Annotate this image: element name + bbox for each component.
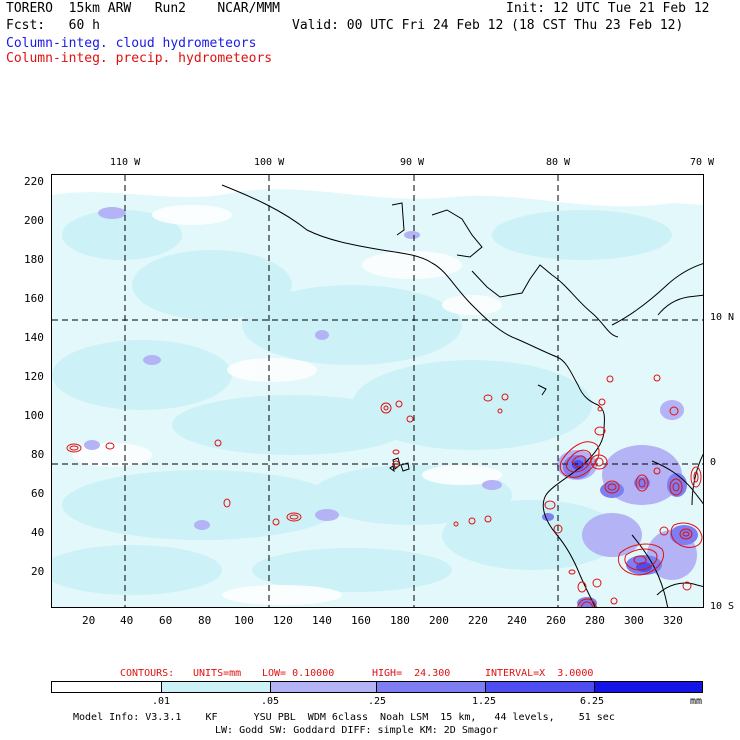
legend-precip: Column-integ. precip. hydrometeors [6,51,273,66]
contour-interval: INTERVAL=X 3.0000 [485,668,594,679]
x-tick-label: 300 [624,614,644,627]
x-tick-label: 200 [429,614,449,627]
lat-label: 0 [710,457,717,468]
lon-label: 100 W [254,157,285,168]
colorbar-bin [51,681,162,693]
colorbar-bin [594,681,703,693]
valid-time: Valid: 00 UTC Fri 24 Feb 12 (18 CST Thu … [292,18,684,33]
colorbar-bin [376,681,486,693]
x-tick-label: 60 [159,614,173,627]
colorbar-label: 1.25 [472,696,497,707]
lon-label: 90 W [400,157,425,168]
y-tick-label: 120 [24,370,44,383]
x-tick-label: 80 [198,614,212,627]
y-tick-label: 40 [31,526,45,539]
colorbar-label: .01 [152,696,171,707]
coastline [221,184,703,607]
x-tick-label: 280 [585,614,605,627]
x-tick-label: 320 [663,614,683,627]
colorbar-label: .25 [368,696,387,707]
contour-high: HIGH= 24.300 [372,668,451,679]
x-tick-label: 100 [234,614,254,627]
colorbar-bin [270,681,377,693]
colorbar-label: .05 [261,696,280,707]
x-tick-label: 180 [390,614,410,627]
y-tick-label: 160 [24,292,44,305]
legend-cloud: Column-integ. cloud hydrometeors [6,36,257,51]
x-tick-label: 240 [507,614,527,627]
contour-low: LOW= 0.10000 [262,668,335,679]
y-tick-label: 180 [24,253,44,266]
y-tick-label: 140 [24,331,44,344]
colorbar-label: 6.25 [580,696,605,707]
lon-label: 70 W [690,157,715,168]
y-tick-label: 80 [31,448,45,461]
y-tick-label: 60 [31,487,45,500]
y-tick-label: 20 [31,565,45,578]
y-tick-label: 200 [24,214,44,227]
x-tick-label: 220 [468,614,488,627]
island-group [389,457,410,473]
x-tick-label: 20 [82,614,96,627]
x-tick-label: 260 [546,614,566,627]
precip-contours [66,374,703,607]
model-info: Model Info: V3.3.1 KF YSU PBL WDM 6class… [73,712,615,723]
x-tick-label: 120 [273,614,293,627]
init-time: Init: 12 UTC Tue 21 Feb 12 [506,1,710,16]
lat-label: 10 S [710,601,735,612]
lon-label: 110 W [110,157,141,168]
colorbar-bin [485,681,595,693]
run-title: TORERO 15km ARW Run2 NCAR/MMM [6,1,280,16]
x-tick-label: 160 [351,614,371,627]
map-panel [51,174,704,608]
contour-label: CONTOURS: [120,668,175,679]
lat-lon-grid [52,175,703,607]
y-tick-label: 100 [24,409,44,422]
colorbar-bin [161,681,271,693]
cloud-field-light [52,189,703,607]
colorbar-units: mm [690,696,703,707]
physics-info: LW: Godd SW: Goddard DIFF: simple KM: 2D… [215,725,498,736]
lat-label: 10 N [710,312,735,323]
contour-units: UNITS=mm [193,668,242,679]
forecast-hour: Fcst: 60 h [6,18,100,33]
y-tick-label: 220 [24,175,44,188]
x-tick-label: 40 [120,614,134,627]
lon-label: 80 W [546,157,571,168]
map-svg [52,175,703,607]
x-tick-label: 140 [312,614,332,627]
